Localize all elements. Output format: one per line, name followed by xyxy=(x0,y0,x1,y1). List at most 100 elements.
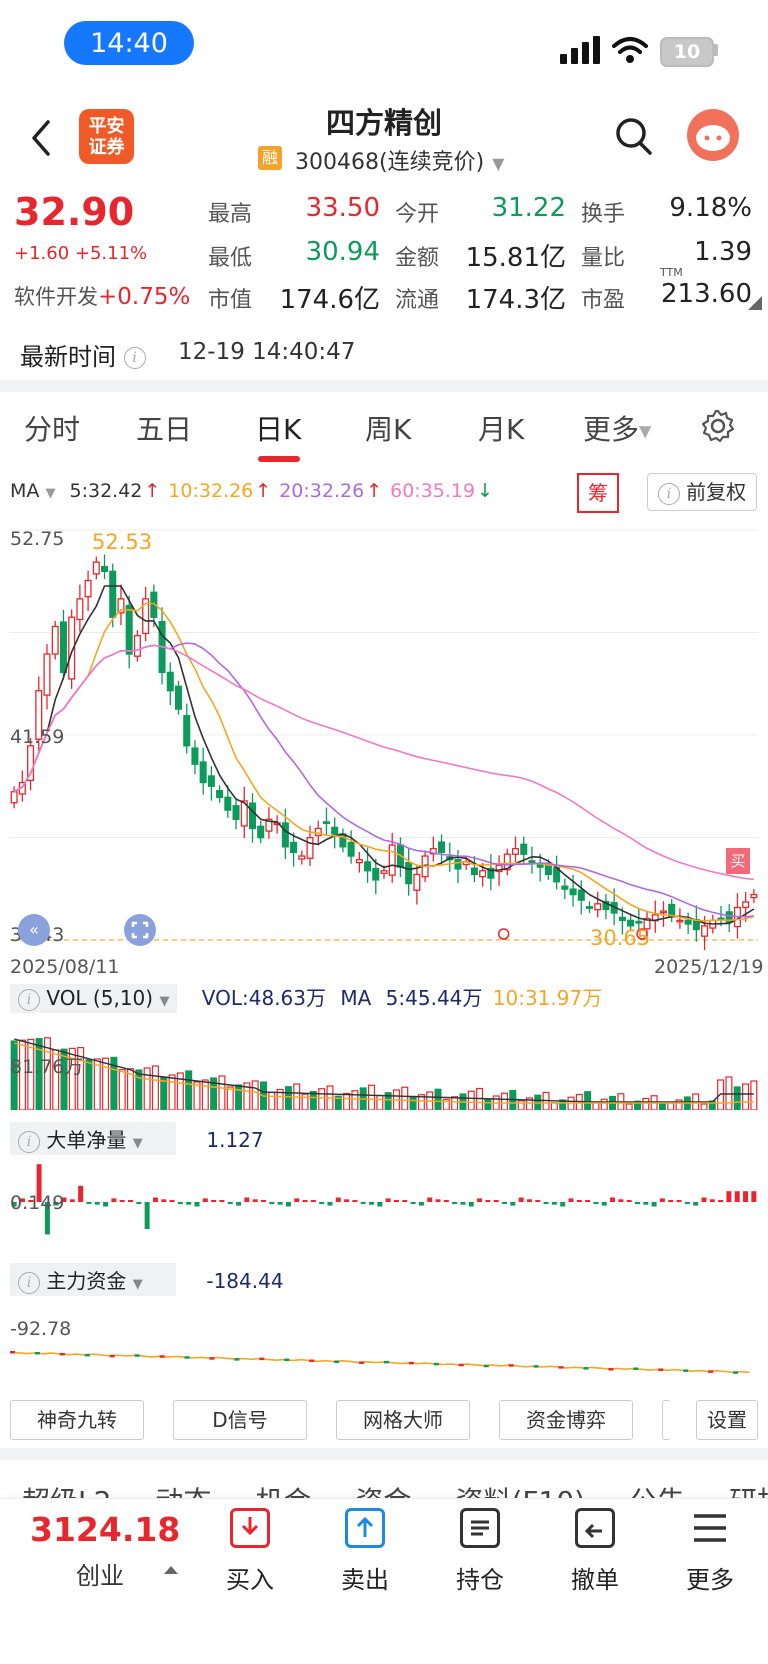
volume-indicator-selector[interactable]: i VOL (5,10) ▼ xyxy=(10,984,178,1013)
big-order-bar xyxy=(593,1202,599,1204)
main-fund-line xyxy=(10,1351,750,1374)
news-tab-1[interactable]: 动态 xyxy=(155,1480,211,1500)
quote-label-7: 流通 xyxy=(395,288,440,313)
buy-button[interactable]: 买入 xyxy=(210,1508,290,1595)
big-order-bar xyxy=(651,1202,657,1207)
y-axis-top-label: 52.75 xyxy=(10,528,65,550)
volume-bar xyxy=(243,1082,251,1110)
candle-body xyxy=(520,843,528,855)
index-value[interactable]: 3124.18 xyxy=(30,1510,181,1549)
fullscreen-icon[interactable] xyxy=(124,914,156,946)
candle-body xyxy=(68,616,76,680)
big-order-bar xyxy=(219,1200,225,1202)
corner-triangle-icon xyxy=(748,296,762,310)
ma-legend[interactable]: MA ▼ 5:32.42 ↑ 10:32.26 ↑ 20:32.26 ↑ 60:35.19 ↓ xyxy=(10,480,493,502)
candle-body xyxy=(265,818,273,832)
positions-button[interactable]: 持仓 xyxy=(440,1508,520,1595)
info-icon: i xyxy=(18,1271,40,1294)
big-order-bar xyxy=(626,1200,632,1202)
tab-fenshi[interactable]: 分时 xyxy=(24,413,81,446)
big-order-bar xyxy=(385,1198,391,1202)
big-order-value: 1.127 xyxy=(206,1128,264,1152)
cancel-order-button[interactable]: 撤单 xyxy=(555,1508,635,1595)
news-tab-4[interactable]: 资料(F10) xyxy=(455,1480,585,1500)
scroll-left-icon[interactable]: « xyxy=(18,914,50,946)
big-order-bar xyxy=(684,1202,690,1204)
volume-axis-label: 81.76万 xyxy=(10,1056,84,1078)
tool-grid-master[interactable]: 网格大师 xyxy=(336,1400,470,1440)
buy-signal-tag[interactable]: 买 xyxy=(726,848,750,874)
big-order-bar xyxy=(319,1202,325,1204)
big-order-bar xyxy=(526,1199,532,1202)
volume-bar xyxy=(168,1074,176,1110)
volume-bar xyxy=(451,1096,459,1110)
big-order-bar xyxy=(44,1202,50,1235)
caret-down-icon: ▼ xyxy=(492,154,505,173)
volume-bar xyxy=(102,1057,110,1110)
news-tab-3[interactable]: 资金 xyxy=(355,1480,411,1500)
date-end-label: 2025/12/19 xyxy=(654,956,764,978)
index-name[interactable]: 创业 xyxy=(76,1562,124,1590)
news-tabs[interactable]: 超级L2 动态 机会 资金 资料(F10) 公告 研报 xyxy=(0,1480,768,1500)
caret-down-icon: ▼ xyxy=(45,486,56,501)
info-icon[interactable]: i xyxy=(123,347,146,369)
stock-code-status[interactable]: 300468(连续竞价) ▼ xyxy=(295,144,504,176)
ma-item-2: 20:32.26 xyxy=(279,480,365,502)
adjust-mode-button[interactable]: i 前复权 xyxy=(647,473,757,511)
volume-bar xyxy=(135,1069,143,1110)
big-order-bar xyxy=(468,1202,474,1207)
industry-info[interactable]: 软件开发+0.75% xyxy=(14,281,190,311)
caret-up-icon[interactable] xyxy=(164,1564,178,1574)
assistant-avatar-icon[interactable] xyxy=(687,109,739,161)
news-tab-5[interactable]: 公告 xyxy=(629,1480,685,1500)
candle-body xyxy=(602,900,610,910)
big-order-bar xyxy=(252,1199,258,1202)
volume-bar xyxy=(658,1103,666,1110)
big-order-bar xyxy=(693,1202,699,1206)
volume-bar xyxy=(700,1103,708,1110)
tab-more[interactable]: 更多▼ xyxy=(583,408,651,448)
back-icon[interactable] xyxy=(28,118,54,158)
more-button[interactable]: 更多 xyxy=(670,1508,750,1595)
news-tab-0[interactable]: 超级L2 xyxy=(22,1480,111,1500)
main-fund-chart[interactable] xyxy=(10,1340,758,1390)
volume-chart[interactable] xyxy=(10,1010,758,1110)
volume-bar xyxy=(376,1094,384,1110)
tab-daily-k[interactable]: 日K xyxy=(255,413,302,446)
broker-logo[interactable]: 平安 证券 xyxy=(79,109,134,164)
news-tab-6[interactable]: 研报 xyxy=(729,1480,768,1500)
search-icon[interactable] xyxy=(614,116,654,158)
tab-five-day[interactable]: 五日 xyxy=(136,413,193,446)
candle-body xyxy=(684,919,692,925)
tool-partial[interactable] xyxy=(662,1400,671,1440)
tool-magic-nine[interactable]: 神奇九转 xyxy=(10,1400,144,1440)
candle-body xyxy=(635,920,643,924)
ma-trend-arrow-0: ↑ xyxy=(144,480,161,502)
volume-bar xyxy=(218,1075,226,1110)
big-order-selector[interactable]: i 大单净量 ▼ xyxy=(10,1122,176,1155)
big-order-bar xyxy=(726,1191,732,1202)
news-tab-2[interactable]: 机会 xyxy=(255,1480,311,1500)
positions-icon xyxy=(460,1508,500,1548)
main-fund-tick xyxy=(284,1358,290,1362)
big-order-chart[interactable] xyxy=(10,1150,758,1250)
candle-body xyxy=(438,841,446,854)
quote-label-0: 最高 xyxy=(208,202,253,227)
tool-fund-game[interactable]: 资金博弈 xyxy=(499,1400,633,1440)
big-order-bar xyxy=(103,1202,109,1207)
settings-gear-icon[interactable] xyxy=(700,408,736,444)
ma-items: 5:32.42 ↑ 10:32.26 ↑ 20:32.26 ↑ 60:35.19 ↓ xyxy=(61,480,493,502)
more-label: 更多 xyxy=(686,1566,734,1594)
low-marker-label: 30.65 xyxy=(590,926,651,950)
sell-button[interactable]: 卖出 xyxy=(325,1508,405,1595)
tool-settings[interactable]: 设置 xyxy=(696,1400,758,1440)
kline-chart[interactable] xyxy=(10,520,758,950)
tab-monthly-k[interactable]: 月K xyxy=(478,413,525,446)
price-change: +1.60 +5.11% xyxy=(14,243,148,264)
main-fund-selector[interactable]: i 主力资金 ▼ xyxy=(10,1263,176,1296)
tool-d-signal[interactable]: D信号 xyxy=(173,1400,307,1440)
candle-body xyxy=(322,821,330,825)
tab-weekly-k[interactable]: 周K xyxy=(365,413,412,446)
chip-distribution-button[interactable]: 筹 xyxy=(577,473,619,513)
candle-body xyxy=(643,917,651,930)
